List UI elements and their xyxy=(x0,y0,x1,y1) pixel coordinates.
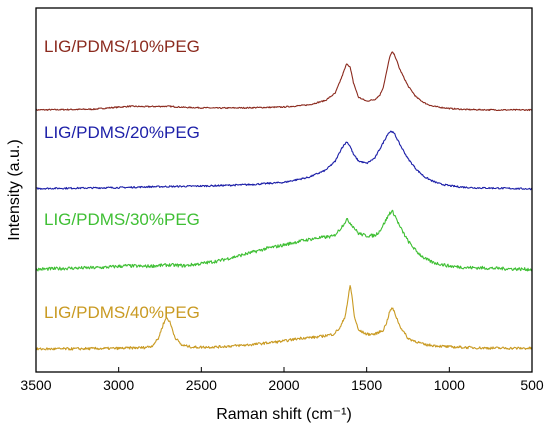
series-label-3: LIG/PDMS/30%PEG xyxy=(44,210,200,229)
series-line-4 xyxy=(35,285,533,351)
series-line-1 xyxy=(35,51,532,112)
x-tick-label: 1000 xyxy=(434,377,465,393)
series-label-layer: LIG/PDMS/10%PEG LIG/PDMS/20%PEG LIG/PDMS/3… xyxy=(44,37,200,322)
x-tick-label: 2500 xyxy=(186,377,217,393)
series-label-2: LIG/PDMS/20%PEG xyxy=(44,123,200,142)
x-axis-title: Raman shift (cm⁻¹) xyxy=(216,406,352,423)
x-tick-label: 2000 xyxy=(268,377,299,393)
x-tick-label: 3000 xyxy=(103,377,134,393)
x-tick-label: 1500 xyxy=(351,377,382,393)
x-tick-label: 500 xyxy=(520,377,544,393)
series-line-3 xyxy=(35,209,533,272)
series-label-1: LIG/PDMS/10%PEG xyxy=(44,37,200,56)
series-layer xyxy=(35,51,533,351)
x-tick-label: 3500 xyxy=(20,377,51,393)
x-axis-ticks: 3500 3000 2500 2000 1500 1000 500 xyxy=(20,367,544,393)
series-line-2 xyxy=(35,130,533,191)
series-label-4: LIG/PDMS/40%PEG xyxy=(44,303,200,322)
y-axis-title: Intensity (a.u.) xyxy=(6,139,23,240)
